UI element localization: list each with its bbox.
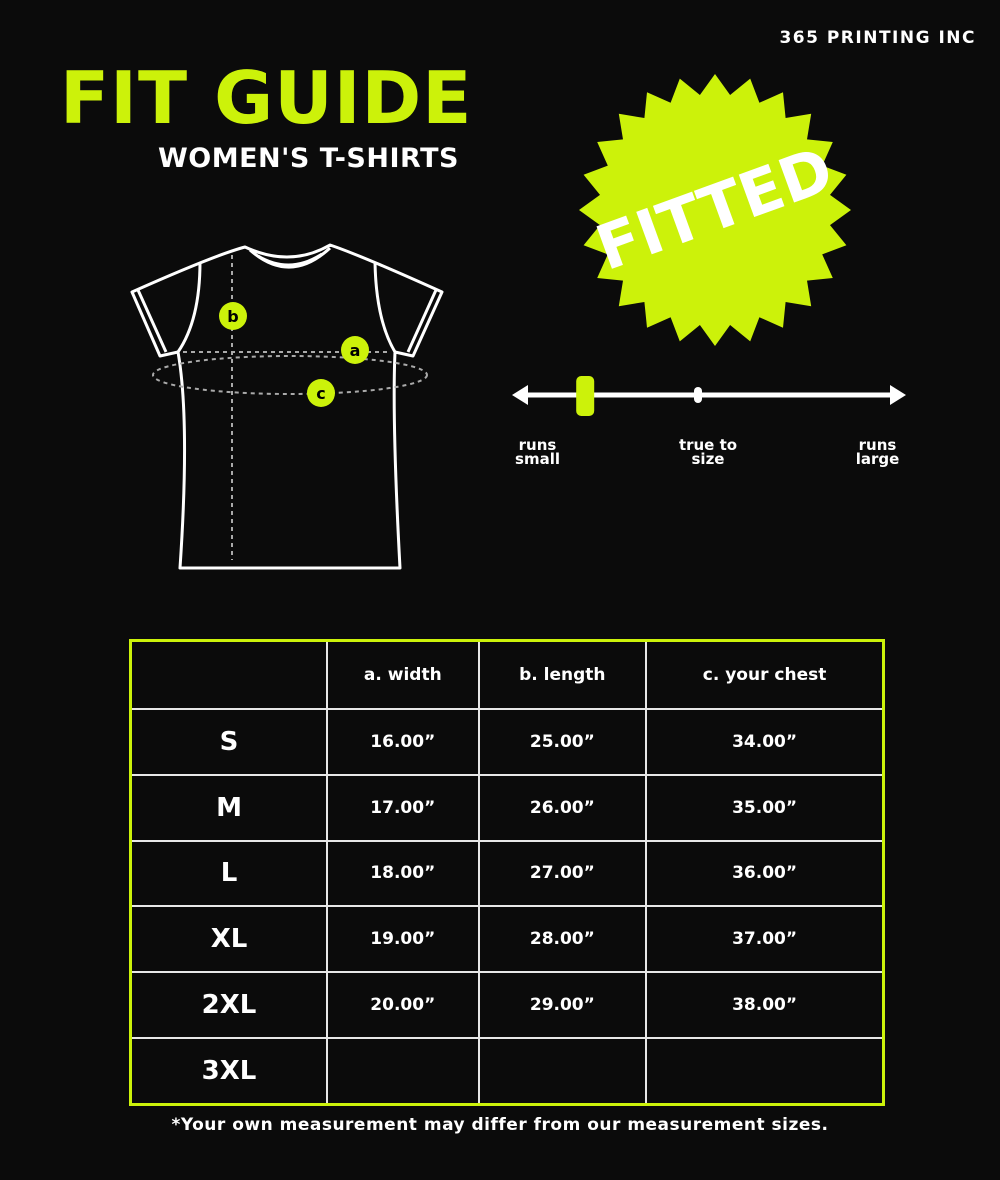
- size-label: 3XL: [129, 1036, 328, 1106]
- header-length: b. length: [477, 639, 648, 710]
- table-cell: 16.00”: [326, 708, 480, 776]
- table-cell: 26.00”: [477, 773, 648, 842]
- header-size: [129, 639, 328, 710]
- table-cell: 38.00”: [645, 971, 885, 1039]
- svg-text:c: c: [316, 384, 325, 403]
- marker-b: b: [219, 302, 247, 330]
- brand-name: 365 PRINTING INC: [779, 28, 976, 48]
- size-table: a. width b. length c. your chest S 16.00”…: [129, 639, 885, 1106]
- scale-label-small: runs small: [515, 436, 560, 468]
- table-row: M 17.00” 26.00” 35.00”: [129, 773, 885, 842]
- table-cell: 35.00”: [645, 773, 885, 842]
- table-cell: 29.00”: [477, 971, 648, 1039]
- table-row: S 16.00” 25.00” 34.00”: [129, 708, 885, 776]
- table-row: L 18.00” 27.00” 36.00”: [129, 839, 885, 908]
- table-row: 3XL: [129, 1036, 885, 1106]
- size-label: S: [129, 708, 328, 776]
- svg-text:b: b: [227, 307, 238, 326]
- tshirt-diagram: [130, 243, 444, 570]
- fit-scale: [512, 376, 906, 416]
- arrow-right-icon: [890, 385, 906, 405]
- table-cell: 36.00”: [645, 839, 885, 908]
- table-row: XL 19.00” 28.00” 37.00”: [129, 905, 885, 973]
- marker-c: c: [307, 379, 335, 407]
- table-cell: 19.00”: [326, 905, 480, 973]
- size-label: XL: [129, 905, 328, 973]
- table-header-row: a. width b. length c. your chest: [129, 639, 885, 710]
- table-cell: 28.00”: [477, 905, 648, 973]
- table-cell: 34.00”: [645, 708, 885, 776]
- scale-label-large: runs large: [855, 436, 900, 468]
- size-label: 2XL: [129, 971, 328, 1039]
- arrow-left-icon: [512, 385, 528, 405]
- table-cell: [645, 1036, 885, 1106]
- size-label: L: [129, 839, 328, 908]
- size-label: M: [129, 773, 328, 842]
- true-to-size-tick: [694, 387, 702, 403]
- table-row: 2XL 20.00” 29.00” 38.00”: [129, 971, 885, 1039]
- table-cell: [326, 1036, 480, 1106]
- table-cell: 27.00”: [477, 839, 648, 908]
- header-chest: c. your chest: [645, 639, 885, 710]
- table-cell: 17.00”: [326, 773, 480, 842]
- table-cell: 37.00”: [645, 905, 885, 973]
- scale-label-true: true to size: [678, 436, 738, 468]
- fitted-badge: FITTED: [579, 74, 851, 346]
- table-cell: [477, 1036, 648, 1106]
- graphics-layer: b a c FITTED: [130, 74, 906, 570]
- table-cell: 20.00”: [326, 971, 480, 1039]
- footnote: *Your own measurement may differ from ou…: [171, 1115, 829, 1135]
- page-title: FIT GUIDE: [60, 56, 473, 140]
- table-cell: 18.00”: [326, 839, 480, 908]
- page-subtitle: WOMEN'S T-SHIRTS: [158, 143, 459, 174]
- header-width: a. width: [326, 639, 480, 710]
- fit-marker: [576, 376, 595, 416]
- table-cell: 25.00”: [477, 708, 648, 776]
- svg-text:a: a: [350, 341, 361, 360]
- marker-a: a: [341, 336, 369, 364]
